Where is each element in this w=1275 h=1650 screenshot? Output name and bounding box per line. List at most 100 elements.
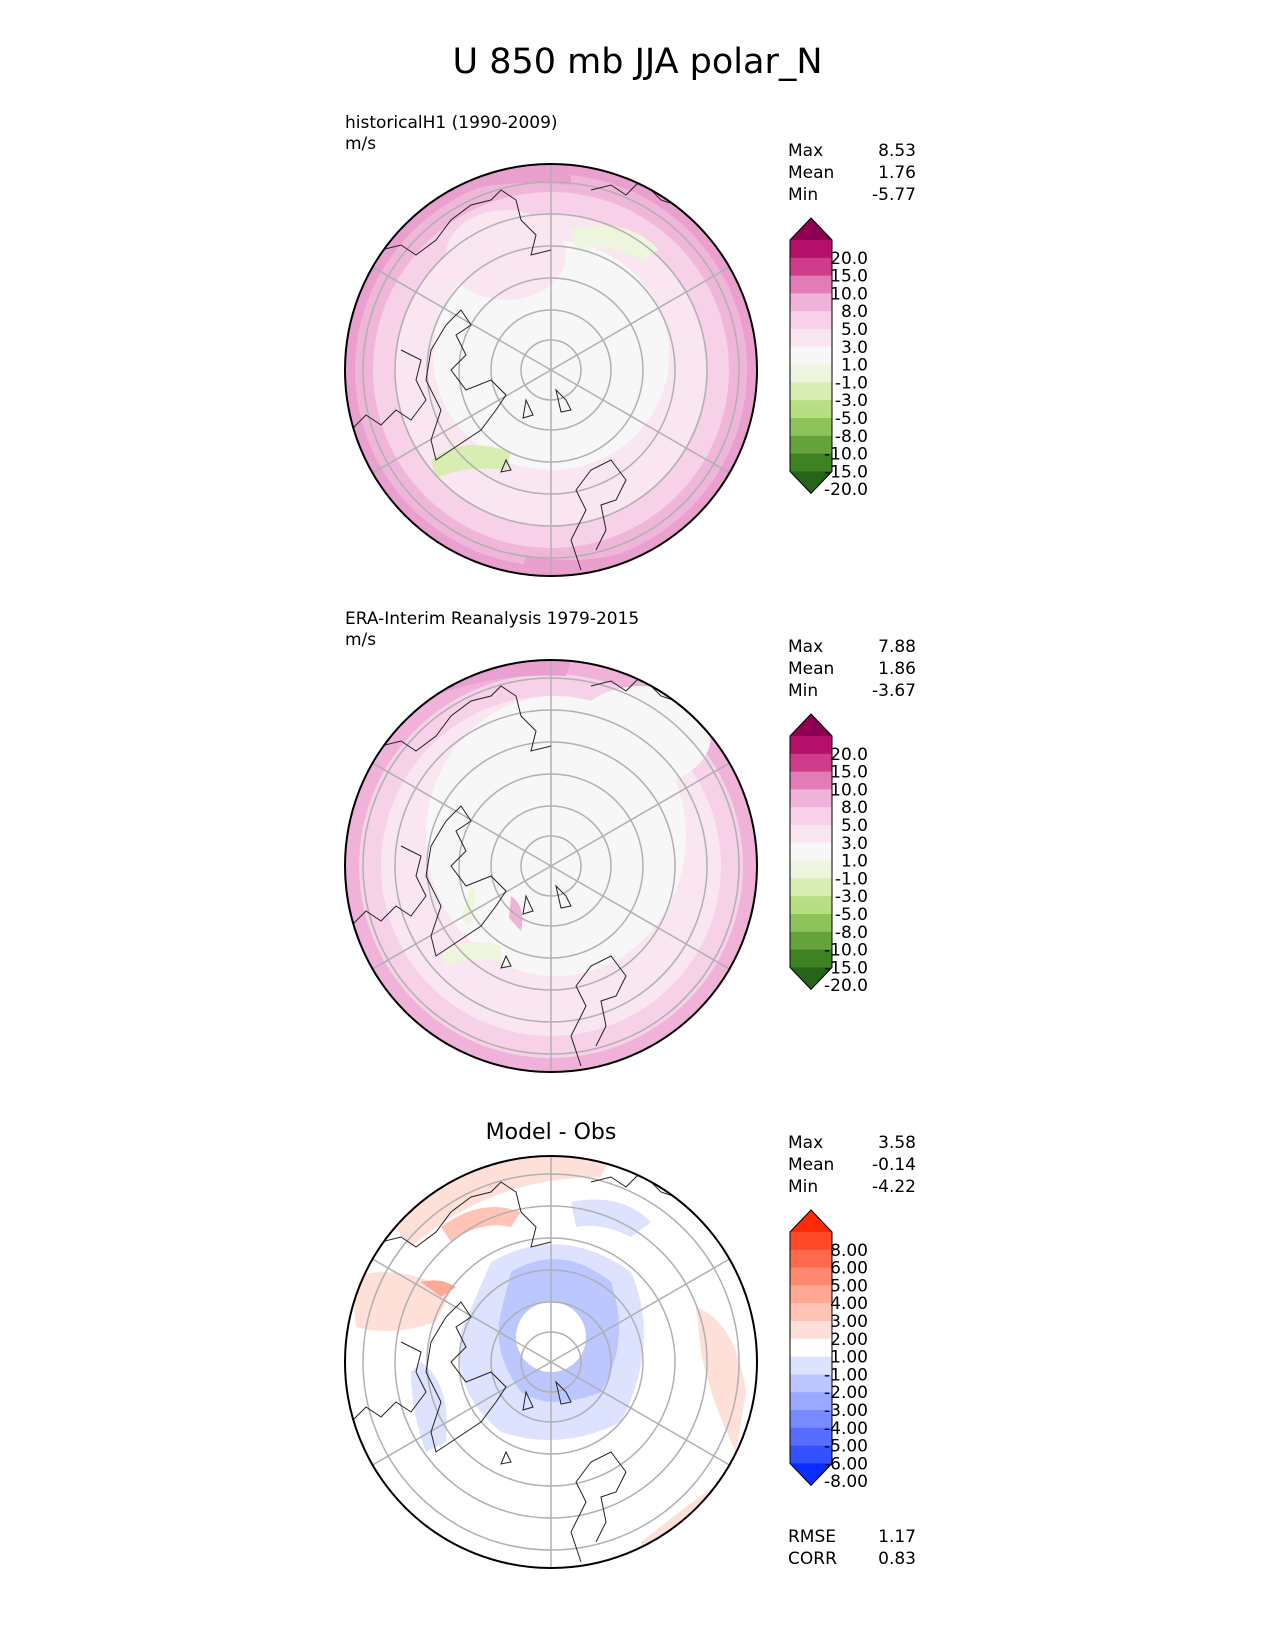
colorbar-segment bbox=[790, 949, 832, 968]
colorbar-segment bbox=[790, 1445, 832, 1464]
colorbar-outline bbox=[789, 217, 833, 495]
stat-max: Max 3.58 bbox=[788, 1133, 916, 1153]
colorbar-tick-label: 8.00 bbox=[830, 1241, 868, 1261]
colorbar-tick-label: -3.0 bbox=[835, 887, 868, 907]
colorbar-segment bbox=[790, 293, 832, 312]
stat-mean: Mean -0.14 bbox=[788, 1155, 916, 1175]
panel-obs-title: ERA-Interim Reanalysis 1979-2015 m/s bbox=[345, 609, 639, 651]
map-diff bbox=[344, 1155, 758, 1569]
metrics-diff: RMSE 1.17 CORR 0.83 bbox=[788, 1526, 916, 1570]
colorbar-segment bbox=[790, 453, 832, 472]
metric-corr: CORR 0.83 bbox=[788, 1549, 916, 1569]
colorbar-tick-label: -4.00 bbox=[824, 1419, 868, 1439]
colorbar-extend-max bbox=[790, 1210, 832, 1232]
colorbar-tick-label: 5.0 bbox=[841, 320, 868, 340]
colorbar-segment bbox=[790, 825, 832, 844]
colorbar-tick-label: 3.0 bbox=[841, 338, 868, 358]
panel-obs-units: m/s bbox=[345, 630, 377, 650]
colorbar-tick-label: 8.0 bbox=[841, 798, 868, 818]
colorbar-tick-label: 20.0 bbox=[830, 745, 868, 765]
colorbar-extend-min bbox=[790, 471, 832, 494]
panel-obs-title-line1: ERA-Interim Reanalysis 1979-2015 bbox=[345, 609, 640, 629]
colorbar-segment bbox=[790, 329, 832, 348]
colorbar-tick-label: 10.0 bbox=[830, 780, 868, 800]
colorbar-tick-label: -20.0 bbox=[824, 480, 868, 500]
colorbar-segment bbox=[790, 1392, 832, 1411]
colorbar-segment bbox=[790, 1285, 832, 1304]
stat-mean: Mean 1.86 bbox=[788, 659, 916, 679]
colorbar-tick-label: -3.0 bbox=[835, 391, 868, 411]
map-model-border bbox=[344, 163, 758, 577]
colorbar-segment bbox=[790, 807, 832, 826]
colorbar-segment bbox=[790, 736, 832, 755]
colorbar-tick-label: 20.0 bbox=[830, 249, 868, 269]
colorbar-segment bbox=[790, 878, 832, 897]
graticule bbox=[362, 164, 740, 576]
stat-max: Max 8.53 bbox=[788, 141, 916, 161]
stats-model: Max 8.53 Mean 1.76 Min -5.77 bbox=[788, 140, 916, 206]
colorbar-extend-min bbox=[790, 1463, 832, 1486]
colorbar-extend-max bbox=[790, 714, 832, 736]
colorbar-segment bbox=[790, 1232, 832, 1251]
colorbar-tick-label: 1.0 bbox=[841, 852, 868, 872]
colorbar-tick-label: -6.00 bbox=[824, 1454, 868, 1474]
colorbar-tick-label: -5.00 bbox=[824, 1437, 868, 1457]
colorbar-tick-label: 5.0 bbox=[841, 816, 868, 836]
colorbar-tick-label: 10.0 bbox=[830, 284, 868, 304]
colorbar-tick-label: -5.0 bbox=[835, 905, 868, 925]
stat-min: Min -5.77 bbox=[788, 185, 916, 205]
colorbar-tick-label: 2.00 bbox=[830, 1330, 868, 1350]
map-obs bbox=[344, 659, 758, 1073]
colorbar-segment bbox=[790, 1427, 832, 1447]
colorbar-tick-label: 3.00 bbox=[830, 1312, 868, 1332]
colorbar-segment bbox=[790, 311, 832, 330]
stat-mean: Mean 1.76 bbox=[788, 163, 916, 183]
stats-obs: Max 7.88 Mean 1.86 Min -3.67 bbox=[788, 636, 916, 702]
colorbar-tick-label: -3.00 bbox=[824, 1401, 868, 1421]
colorbar-tick-label: -1.00 bbox=[824, 1365, 868, 1385]
colorbar-segment bbox=[790, 418, 832, 437]
coastlines bbox=[350, 675, 677, 1067]
colorbar-segment bbox=[790, 346, 832, 366]
colorbar-segment bbox=[790, 753, 832, 773]
graticule bbox=[362, 1156, 740, 1568]
colorbar-segment bbox=[790, 1374, 832, 1393]
colorbar-tick-label: -8.00 bbox=[824, 1472, 868, 1492]
colorbar-tick-label: 8.0 bbox=[841, 302, 868, 322]
colorbar-tick-label: -1.0 bbox=[835, 373, 868, 393]
coastlines bbox=[350, 1171, 677, 1563]
stat-min: Min -3.67 bbox=[788, 681, 916, 701]
colorbar-segment bbox=[790, 1410, 832, 1429]
colorbar-obs: 20.015.010.08.05.03.01.0-1.0-3.0-5.0-8.0… bbox=[789, 713, 868, 996]
colorbar-segment bbox=[790, 914, 832, 933]
colorbar-tick-label: -10.0 bbox=[824, 941, 868, 961]
colorbar-segment bbox=[790, 1303, 832, 1322]
colorbar-segment bbox=[790, 240, 832, 259]
colorbar-segment bbox=[790, 789, 832, 808]
colorbar-segment bbox=[790, 931, 832, 951]
metric-rmse: RMSE 1.17 bbox=[788, 1527, 916, 1547]
colorbar-tick-label: -10.0 bbox=[824, 445, 868, 465]
figure-title: U 850 mb JJA polar_N bbox=[452, 42, 823, 82]
colorbar-tick-label: 5.00 bbox=[830, 1276, 868, 1296]
colorbar-tick-label: 4.00 bbox=[830, 1294, 868, 1314]
colorbar-tick-label: 15.0 bbox=[830, 763, 868, 783]
colorbar-tick-label: -8.0 bbox=[835, 427, 868, 447]
colorbar-outline bbox=[789, 1209, 833, 1487]
colorbar-segment bbox=[790, 275, 832, 294]
stats-diff: Max 3.58 Mean -0.14 Min -4.22 bbox=[788, 1132, 916, 1198]
map-model bbox=[344, 163, 758, 577]
colorbar-tick-label: 15.0 bbox=[830, 267, 868, 287]
colorbar-segment bbox=[790, 860, 832, 879]
map-diff-border bbox=[344, 1155, 758, 1569]
colorbar-segment bbox=[790, 257, 832, 277]
colorbar-tick-label: -8.0 bbox=[835, 923, 868, 943]
panel-model-title: historicalH1 (1990-2009) m/s bbox=[345, 113, 558, 155]
colorbar-segment bbox=[790, 382, 832, 401]
colorbar-tick-label: -15.0 bbox=[824, 462, 868, 482]
colorbar-tick-label: -15.0 bbox=[824, 958, 868, 978]
colorbar-tick-label: -2.00 bbox=[824, 1383, 868, 1403]
colorbar-model: 20.015.010.08.05.03.01.0-1.0-3.0-5.0-8.0… bbox=[789, 217, 868, 500]
colorbar-segment bbox=[790, 1356, 832, 1375]
colorbar-segment bbox=[790, 1338, 832, 1358]
